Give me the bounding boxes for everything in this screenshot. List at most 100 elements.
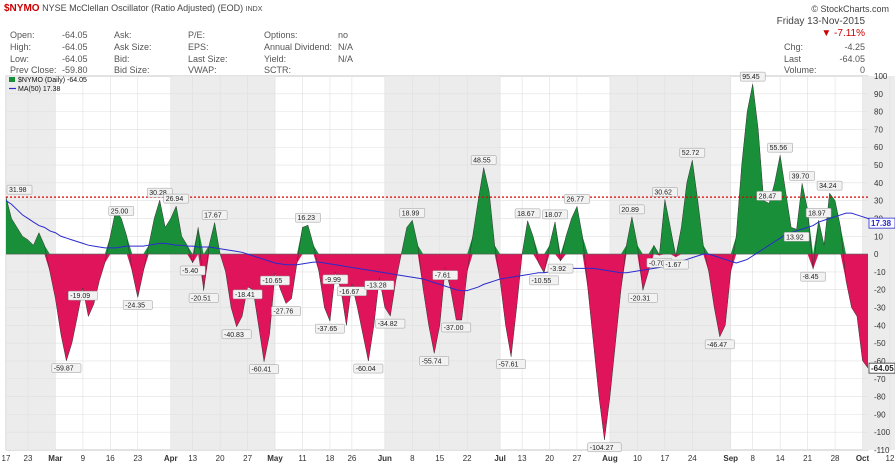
data-label: -60.04 [356, 366, 376, 373]
x-tick-label: Sep [723, 454, 738, 463]
y-tick-label: -40 [874, 321, 886, 330]
y-tick-label: -60 [874, 357, 886, 366]
data-label-box [441, 322, 472, 333]
x-tick-label: Mar [48, 454, 62, 463]
stat-label: Options: [264, 30, 298, 40]
data-label: -16.67 [339, 289, 359, 296]
stat-label: Last Size: [188, 54, 228, 64]
data-label-box [564, 194, 590, 204]
x-tick-label: 27 [243, 454, 252, 463]
data-label-box [547, 263, 574, 274]
data-label-box [179, 265, 206, 276]
data-label-box [587, 442, 622, 453]
y-tick-label: -90 [874, 410, 886, 419]
x-tick-label: 22 [463, 454, 472, 463]
data-label: -27.76 [273, 309, 293, 316]
data-label-box [529, 275, 559, 286]
stat-label: Yield: [264, 54, 287, 64]
data-label-box [201, 210, 228, 220]
data-label-box [800, 271, 826, 282]
y-tick-label: 100 [874, 72, 888, 81]
ma-value-tag-box [868, 217, 895, 229]
data-label: 55.56 [770, 145, 788, 152]
nymo-line [5, 84, 869, 440]
last-value-tag: -64.05 [871, 364, 894, 373]
data-label: -20.51 [191, 296, 211, 303]
stat-value: N/A [338, 42, 354, 52]
stat-label: P/E: [188, 30, 206, 40]
data-label: 18.97 [808, 210, 826, 217]
stat-value: -64.05 [62, 54, 88, 64]
data-label: -37.65 [317, 326, 337, 333]
data-label: 95.45 [742, 74, 760, 81]
legend-entry: MA(50) 17.38 [18, 86, 61, 93]
data-label-box [221, 329, 252, 340]
data-label-box [619, 204, 645, 215]
stat-label: Annual Dividend: [264, 42, 333, 52]
data-label: -8.45 [803, 274, 819, 281]
x-tick-label: Aug [602, 454, 618, 463]
data-label-box [756, 191, 782, 201]
x-tick-label: 27 [573, 454, 582, 463]
x-tick-label: 24 [688, 454, 697, 463]
stat-label: Volume: [784, 65, 817, 75]
data-label-box [322, 274, 349, 285]
data-label: 39.70 [792, 173, 810, 180]
data-label: -18.41 [235, 292, 255, 299]
x-tick-label: 11 [298, 454, 307, 463]
data-label: -10.55 [531, 278, 551, 285]
data-label-box [767, 142, 793, 153]
data-label-box [337, 286, 367, 297]
legend-entry: $NYMO (Daily) -64.05 [18, 77, 87, 84]
x-tick-label: Apr [164, 454, 178, 463]
data-label: 52.72 [682, 150, 700, 157]
y-tick-label: 90 [874, 90, 883, 99]
data-label: 18.67 [517, 211, 535, 218]
stat-label: Ask: [114, 30, 132, 40]
x-tick-label: May [267, 454, 283, 463]
data-label-box [163, 193, 189, 204]
data-label-box [514, 208, 541, 219]
data-label-box [108, 206, 135, 216]
data-label: -60.41 [251, 367, 271, 374]
x-tick-label: 18 [325, 454, 334, 463]
data-label: 26.77 [567, 196, 585, 203]
y-tick-label: -20 [874, 286, 886, 295]
title-line: $NYMO NYSE McClellan Oscillator (Ratio A… [4, 3, 262, 14]
data-label-box [6, 184, 33, 195]
down-triangle-icon: ▼ [821, 28, 832, 39]
stat-value: no [338, 30, 349, 40]
data-label: 18.99 [402, 210, 420, 217]
data-label: -13.28 [367, 283, 387, 290]
data-label-box [805, 208, 832, 218]
data-label-box [679, 147, 706, 158]
data-label: -40.83 [224, 332, 244, 339]
data-label-box [51, 363, 82, 373]
data-label-box [704, 339, 735, 350]
stat-label: Bid: [114, 54, 130, 64]
data-label: 48.55 [473, 158, 491, 165]
data-label: 30.62 [654, 190, 672, 197]
ma-line [5, 200, 880, 292]
stat-value: -4.25 [844, 42, 865, 52]
data-label: -20.31 [630, 295, 650, 302]
data-label: 13.92 [786, 234, 804, 241]
change-percent: ▼ -7.11% [821, 28, 865, 39]
data-label-box [364, 280, 395, 290]
x-tick-label: 12 [886, 454, 895, 463]
x-tick-label: 8 [750, 454, 755, 463]
data-label-box [271, 306, 301, 316]
stat-value: -64.05 [62, 30, 88, 40]
data-label: -9.99 [325, 277, 341, 284]
data-label-box [663, 259, 689, 270]
data-label: 17.67 [204, 213, 222, 220]
data-label: -37.00 [444, 325, 464, 332]
copyright: © StockCharts.com [811, 4, 889, 14]
data-label: 16.23 [297, 215, 315, 222]
x-tick-label: 8 [410, 454, 415, 463]
data-label-box [68, 290, 98, 301]
x-tick-label: Jul [494, 454, 506, 463]
data-label-box [628, 293, 658, 303]
x-tick-label: 23 [24, 454, 33, 463]
